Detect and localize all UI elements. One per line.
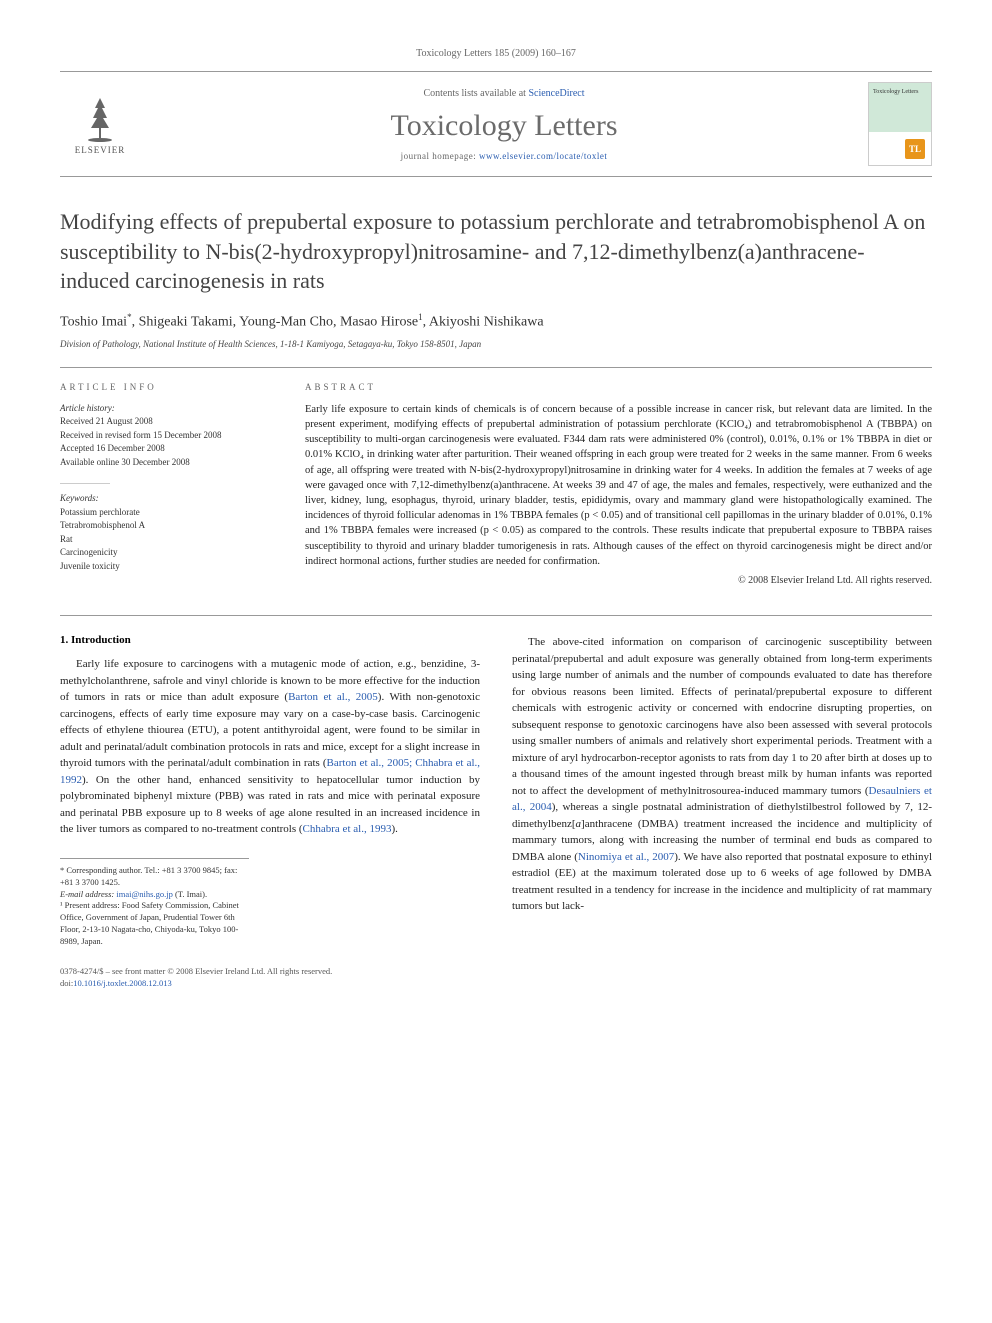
history-line: Received in revised form 15 December 200… [60,429,275,443]
article-history-block: Article history: Received 21 August 2008… [60,402,275,470]
present-address-footnote: ¹ Present address: Food Safety Commissio… [60,900,249,948]
masthead-center: Contents lists available at ScienceDirec… [140,88,868,161]
masthead: ELSEVIER Contents lists available at Sci… [60,71,932,177]
email-footnote: E-mail address: imai@nihs.go.jp (T. Imai… [60,889,249,901]
affiliation: Division of Pathology, National Institut… [60,339,932,349]
author-1: Toshio Imai [60,315,127,330]
homepage-prefix: journal homepage: [401,151,479,161]
elsevier-label: ELSEVIER [75,145,126,155]
history-label: Article history: [60,402,275,416]
abstract-text: Early life exposure to certain kinds of … [305,402,932,569]
abstract-heading: ABSTRACT [305,382,932,392]
author-2: Shigeaki Takami [139,315,233,330]
author-4: Masao Hirose [340,315,418,330]
keyword: Rat [60,533,275,547]
issn-line: 0378-4274/$ – see front matter © 2008 El… [60,966,932,978]
keywords-label: Keywords: [60,492,275,506]
citation-link[interactable]: Barton et al., 2005; Chhabra et al., 199… [60,757,480,786]
body-text-left: Early life exposure to carcinogens with … [60,656,480,838]
corresponding-author-footnote: * Corresponding author. Tel.: +81 3 3700… [60,865,249,889]
keyword: Juvenile toxicity [60,560,275,574]
contents-prefix: Contents lists available at [423,88,528,99]
keyword: Tetrabromobisphenol A [60,519,275,533]
article-info-heading: ARTICLE INFO [60,382,275,392]
elsevier-logo: ELSEVIER [60,84,140,164]
citation-link[interactable]: Ninomiya et al., 2007 [578,851,674,863]
left-column: 1. Introduction Early life exposure to c… [60,634,480,948]
journal-cover-thumbnail: Toxicology Letters TL [868,82,932,166]
paragraph: The above-cited information on compariso… [512,634,932,915]
sciencedirect-link[interactable]: ScienceDirect [528,88,584,99]
author-1-marker: * [127,312,132,322]
elsevier-tree-icon [75,93,125,143]
homepage-line: journal homepage: www.elsevier.com/locat… [140,151,868,161]
contents-available-line: Contents lists available at ScienceDirec… [140,88,868,99]
right-column: The above-cited information on compariso… [512,634,932,948]
email-link[interactable]: imai@nihs.go.jp [116,889,172,899]
email-label: E-mail address: [60,889,116,899]
body-columns: 1. Introduction Early life exposure to c… [60,634,932,948]
section-divider [60,615,932,616]
authors-line: Toshio Imai*, Shigeaki Takami, Young-Man… [60,312,932,331]
article-title: Modifying effects of prepubertal exposur… [60,207,932,296]
section-heading: 1. Introduction [60,634,480,646]
section-title: Introduction [71,634,131,646]
keyword: Potassium perchlorate [60,506,275,520]
abstract-copyright: © 2008 Elsevier Ireland Ltd. All rights … [305,575,932,586]
author-5: Akiyoshi Nishikawa [429,315,544,330]
body-text-right: The above-cited information on compariso… [512,634,932,915]
homepage-link[interactable]: www.elsevier.com/locate/toxlet [479,151,607,161]
paragraph: Early life exposure to carcinogens with … [60,656,480,838]
info-abstract-row: ARTICLE INFO Article history: Received 2… [60,367,932,588]
citation-link[interactable]: Barton et al., 2005 [288,691,378,703]
history-line: Received 21 August 2008 [60,415,275,429]
journal-name: Toxicology Letters [140,109,868,143]
running-header: Toxicology Letters 185 (2009) 160–167 [60,48,932,59]
abstract-column: ABSTRACT Early life exposure to certain … [305,382,932,588]
page-footer: 0378-4274/$ – see front matter © 2008 El… [60,966,932,990]
cover-logo: TL [905,139,925,159]
citation-link[interactable]: Desaulniers et al., 2004 [512,785,932,814]
info-divider [60,483,110,484]
doi-line: doi:10.1016/j.toxlet.2008.12.013 [60,978,932,990]
doi-label: doi: [60,978,73,988]
author-3: Young-Man Cho [239,315,333,330]
keyword: Carcinogenicity [60,546,275,560]
footnotes: * Corresponding author. Tel.: +81 3 3700… [60,858,249,948]
section-number: 1. [60,634,68,646]
email-suffix: (T. Imai). [173,889,207,899]
citation-link[interactable]: Chhabra et al., 1993 [303,823,392,835]
page-container: Toxicology Letters 185 (2009) 160–167 EL… [0,0,992,1038]
article-info-column: ARTICLE INFO Article history: Received 2… [60,382,275,588]
cover-title: Toxicology Letters [873,89,918,95]
history-line: Available online 30 December 2008 [60,456,275,470]
doi-link[interactable]: 10.1016/j.toxlet.2008.12.013 [73,978,171,988]
author-4-marker: 1 [418,312,423,322]
keywords-block: Keywords: Potassium perchlorate Tetrabro… [60,492,275,573]
history-line: Accepted 16 December 2008 [60,442,275,456]
